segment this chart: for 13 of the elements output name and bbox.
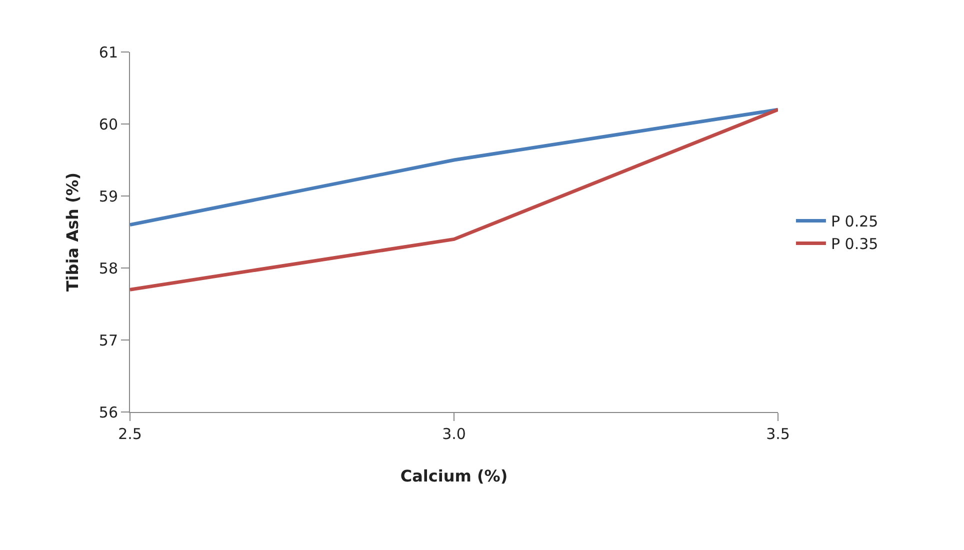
- y-tick-label: 57: [98, 331, 118, 350]
- y-axis-title: Tibia Ash (%): [62, 172, 82, 292]
- y-tick-label: 56: [98, 403, 118, 422]
- legend-label: P 0.35: [830, 235, 878, 254]
- y-tick-label: 61: [98, 43, 118, 62]
- y-tick-label: 58: [98, 259, 118, 278]
- x-tick-label: 3.0: [442, 425, 466, 443]
- legend-label: P 0.25: [830, 212, 878, 231]
- y-tick-label: 60: [98, 115, 118, 134]
- x-tick-label: 3.5: [766, 425, 790, 443]
- x-tick-label: 2.5: [118, 425, 142, 443]
- x-axis-title: Calcium (%): [400, 466, 508, 486]
- y-tick-label: 59: [98, 187, 118, 206]
